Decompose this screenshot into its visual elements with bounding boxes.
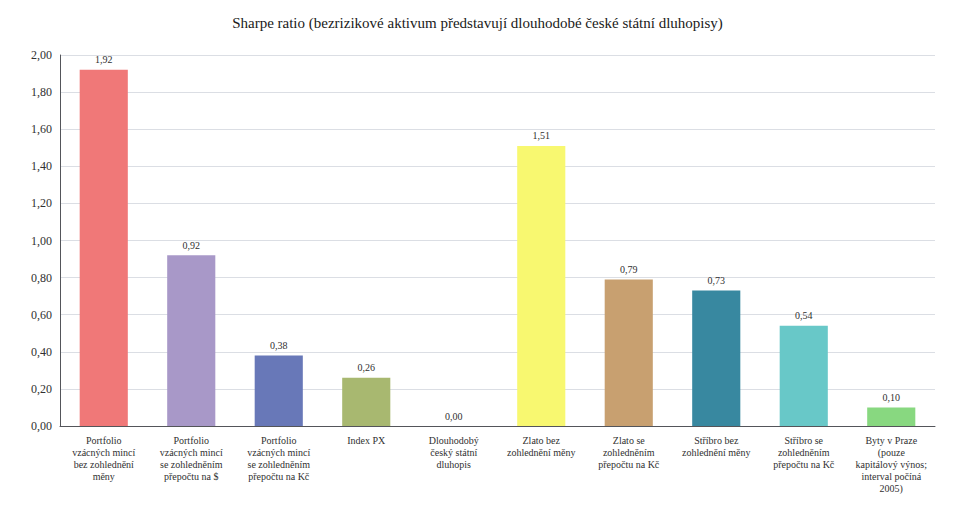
svg-text:Zlato bez: Zlato bez [523,435,561,446]
svg-text:Zlato se: Zlato se [613,435,645,446]
svg-text:přepočtu na Kč: přepočtu na Kč [773,459,835,470]
svg-text:0,54: 0,54 [795,310,813,321]
svg-text:Index PX: Index PX [347,435,386,446]
svg-text:0,79: 0,79 [620,264,638,275]
svg-text:bez zohlednění: bez zohlednění [74,459,134,470]
svg-text:vzácných mincí: vzácných mincí [160,447,223,458]
svg-text:přepočtu na Kč: přepočtu na Kč [248,471,310,482]
svg-text:0,40: 0,40 [31,345,52,359]
svg-text:0,20: 0,20 [31,382,52,396]
svg-text:0,26: 0,26 [358,362,376,373]
svg-text:1,92: 1,92 [95,54,113,65]
svg-text:Portfolio: Portfolio [86,435,122,446]
svg-text:Sharpe ratio (bezrizikové akti: Sharpe ratio (bezrizikové aktivum předst… [232,15,723,32]
svg-text:0,10: 0,10 [883,392,901,403]
svg-text:0,00: 0,00 [31,419,52,433]
svg-text:interval počíná: interval počíná [861,471,921,482]
svg-text:0,38: 0,38 [270,340,288,351]
svg-text:0,73: 0,73 [708,275,726,286]
svg-text:1,60: 1,60 [31,122,52,136]
svg-text:1,40: 1,40 [31,159,52,173]
svg-text:0,00: 0,00 [445,411,463,422]
svg-text:1,51: 1,51 [533,130,551,141]
svg-text:(pouze: (pouze [878,447,906,459]
svg-text:měny: měny [93,471,115,482]
svg-text:zohlednění měny: zohlednění měny [507,447,576,458]
svg-text:Byty v Praze: Byty v Praze [865,435,917,446]
svg-text:přepočtu na $: přepočtu na $ [164,471,218,482]
svg-text:Stříbro se: Stříbro se [784,435,823,446]
svg-text:přepočtu na Kč: přepočtu na Kč [598,459,660,470]
svg-text:zohledněním: zohledněním [778,447,830,458]
svg-text:se zohledněním: se zohledněním [248,459,311,470]
svg-text:Portfolio: Portfolio [173,435,209,446]
svg-text:dluhopis: dluhopis [437,459,472,470]
svg-text:vzácných mincí: vzácných mincí [247,447,310,458]
svg-text:1,80: 1,80 [31,85,52,99]
svg-text:0,92: 0,92 [183,240,201,251]
svg-text:Portfolio: Portfolio [261,435,297,446]
svg-text:kapitálový výnos;: kapitálový výnos; [856,459,928,470]
svg-text:Dlouhodobý: Dlouhodobý [429,435,479,446]
svg-text:český státní: český státní [430,447,477,458]
svg-text:2,00: 2,00 [31,48,52,62]
svg-text:zohledněním: zohledněním [603,447,655,458]
svg-text:Stříbro bez: Stříbro bez [694,435,739,446]
svg-text:1,20: 1,20 [31,196,52,210]
svg-text:se zohledněním: se zohledněním [160,459,223,470]
svg-text:0,80: 0,80 [31,271,52,285]
svg-text:1,00: 1,00 [31,234,52,248]
svg-text:zohlednění měny: zohlednění měny [682,447,751,458]
svg-text:0,60: 0,60 [31,308,52,322]
svg-text:vzácných mincí: vzácných mincí [72,447,135,458]
svg-text:2005): 2005) [880,483,903,495]
